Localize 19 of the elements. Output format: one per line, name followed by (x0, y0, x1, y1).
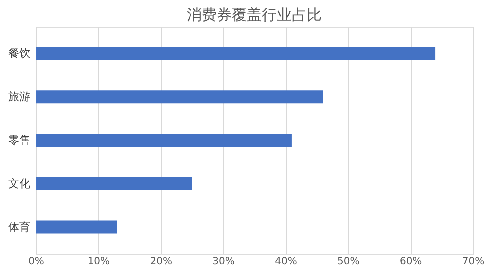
bar (36, 177, 192, 190)
y-tick-label: 零售 (8, 134, 30, 147)
chart-title: 消费券覆盖行业占比 (187, 6, 322, 24)
x-tick-label: 70% (462, 256, 485, 268)
bar (36, 134, 292, 147)
y-tick-label: 旅游 (8, 90, 30, 104)
x-tick-label: 0% (28, 256, 44, 268)
y-tick-label: 文化 (8, 177, 30, 190)
x-tick-label: 30% (212, 256, 235, 268)
bar (36, 90, 324, 104)
x-tick-label: 60% (400, 256, 422, 268)
y-tick-label: 餐饮 (8, 47, 30, 60)
x-tick-label: 40% (275, 256, 298, 268)
x-tick-label: 50% (338, 256, 360, 268)
x-tick-label: 10% (88, 256, 110, 268)
x-tick-label: 20% (150, 256, 172, 268)
bar (36, 220, 118, 234)
y-tick-label: 体育 (8, 220, 30, 234)
bar (36, 47, 436, 60)
